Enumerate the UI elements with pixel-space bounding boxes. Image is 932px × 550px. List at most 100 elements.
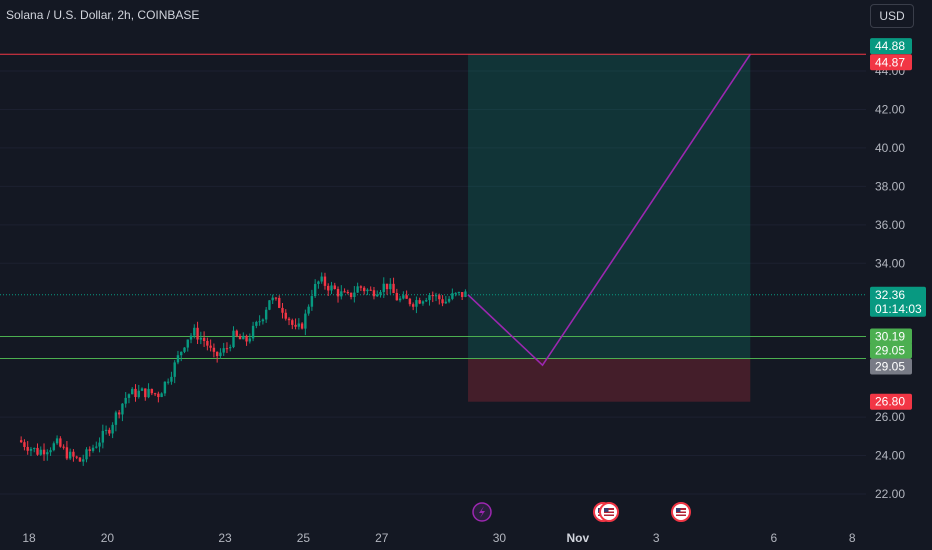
candle [238, 335, 242, 340]
candle [366, 289, 369, 292]
candle [199, 337, 203, 340]
candle [268, 300, 271, 310]
y-tick-label: 36.00 [875, 218, 905, 232]
us-flag-stripes [604, 508, 614, 516]
currency-button[interactable]: USD [870, 4, 914, 28]
candle [173, 362, 176, 377]
candle [245, 335, 248, 342]
candle [317, 281, 320, 284]
us-flag-canton [676, 508, 681, 512]
candle [160, 393, 163, 398]
price-label-badge-text: 29.05 [875, 343, 905, 357]
candle [291, 320, 294, 325]
candle [395, 293, 399, 301]
candle [346, 292, 350, 294]
candle [98, 442, 101, 447]
candle [85, 449, 88, 460]
candle [464, 291, 467, 297]
us-flag-stripe [676, 513, 686, 515]
candle [333, 285, 336, 290]
candle [189, 335, 193, 340]
candle [62, 446, 65, 448]
candle [402, 295, 405, 299]
x-tick-label: 30 [493, 531, 507, 545]
x-tick-label: 8 [849, 531, 856, 545]
candle [415, 300, 418, 307]
candle [330, 285, 333, 291]
current-price-text: 32.36 [875, 288, 905, 302]
y-tick-label: 34.00 [875, 256, 905, 270]
candle [117, 412, 121, 415]
candle [144, 388, 147, 398]
candle [281, 307, 284, 313]
x-tick-label: Nov [566, 531, 589, 545]
price-label-badge [870, 358, 912, 375]
candle [19, 440, 23, 443]
current-price-badge [870, 286, 926, 317]
y-tick-label: 42.00 [875, 102, 905, 116]
candle [438, 295, 441, 300]
price-label-badge [870, 38, 912, 55]
candle [176, 355, 180, 363]
candle [193, 327, 196, 336]
candle [78, 457, 82, 462]
candle [29, 448, 33, 451]
projection-path[interactable] [467, 53, 751, 367]
us-flag-stripe [676, 510, 686, 512]
candle [359, 286, 363, 288]
candle [215, 351, 219, 357]
candle [26, 446, 29, 451]
candle [441, 299, 444, 304]
candle [108, 429, 111, 434]
candle [242, 335, 245, 340]
candle [255, 321, 258, 326]
candle [297, 323, 301, 327]
candle [405, 295, 408, 299]
candle [274, 297, 278, 299]
candle [196, 327, 199, 340]
candle [261, 319, 265, 322]
candle [52, 443, 56, 451]
candle [444, 301, 448, 304]
chart-title: Solana / U.S. Dollar, 2h, COINBASE [6, 8, 200, 22]
price-label-badge [870, 328, 912, 345]
loss-zone [468, 358, 751, 402]
us-flag-canton [604, 508, 609, 512]
candle [186, 339, 189, 348]
price-label-badge-text: 26.80 [875, 395, 905, 409]
price-label-badge-text: 44.88 [875, 39, 905, 53]
candle [140, 388, 144, 391]
candle [372, 290, 376, 297]
price-label-badge-text: 44.87 [875, 55, 905, 69]
candle [49, 450, 52, 453]
candle [376, 294, 379, 297]
x-tick-label: 23 [218, 531, 232, 545]
candle [398, 298, 402, 301]
candle [68, 451, 72, 459]
candle [327, 285, 330, 291]
candle [258, 321, 261, 323]
candle [157, 393, 160, 398]
candle [137, 390, 140, 398]
candle [421, 301, 425, 304]
candle [75, 456, 78, 458]
candle [300, 323, 304, 329]
x-tick-label: 6 [770, 531, 777, 545]
candle [323, 276, 327, 286]
price-label-badge-text: 30.19 [875, 330, 905, 344]
candle [379, 292, 382, 295]
candle [460, 292, 464, 297]
price-label-badge-text: 29.05 [875, 359, 905, 373]
candle [134, 388, 137, 398]
candle [229, 347, 232, 349]
candle [39, 449, 42, 455]
candle [23, 442, 26, 447]
candle [150, 388, 154, 394]
candle [55, 438, 59, 444]
candle [382, 283, 385, 293]
candle [209, 345, 212, 348]
countdown-text: 01:14:03 [875, 302, 922, 316]
y-tick-label: 24.00 [875, 449, 905, 463]
candle [284, 312, 287, 319]
